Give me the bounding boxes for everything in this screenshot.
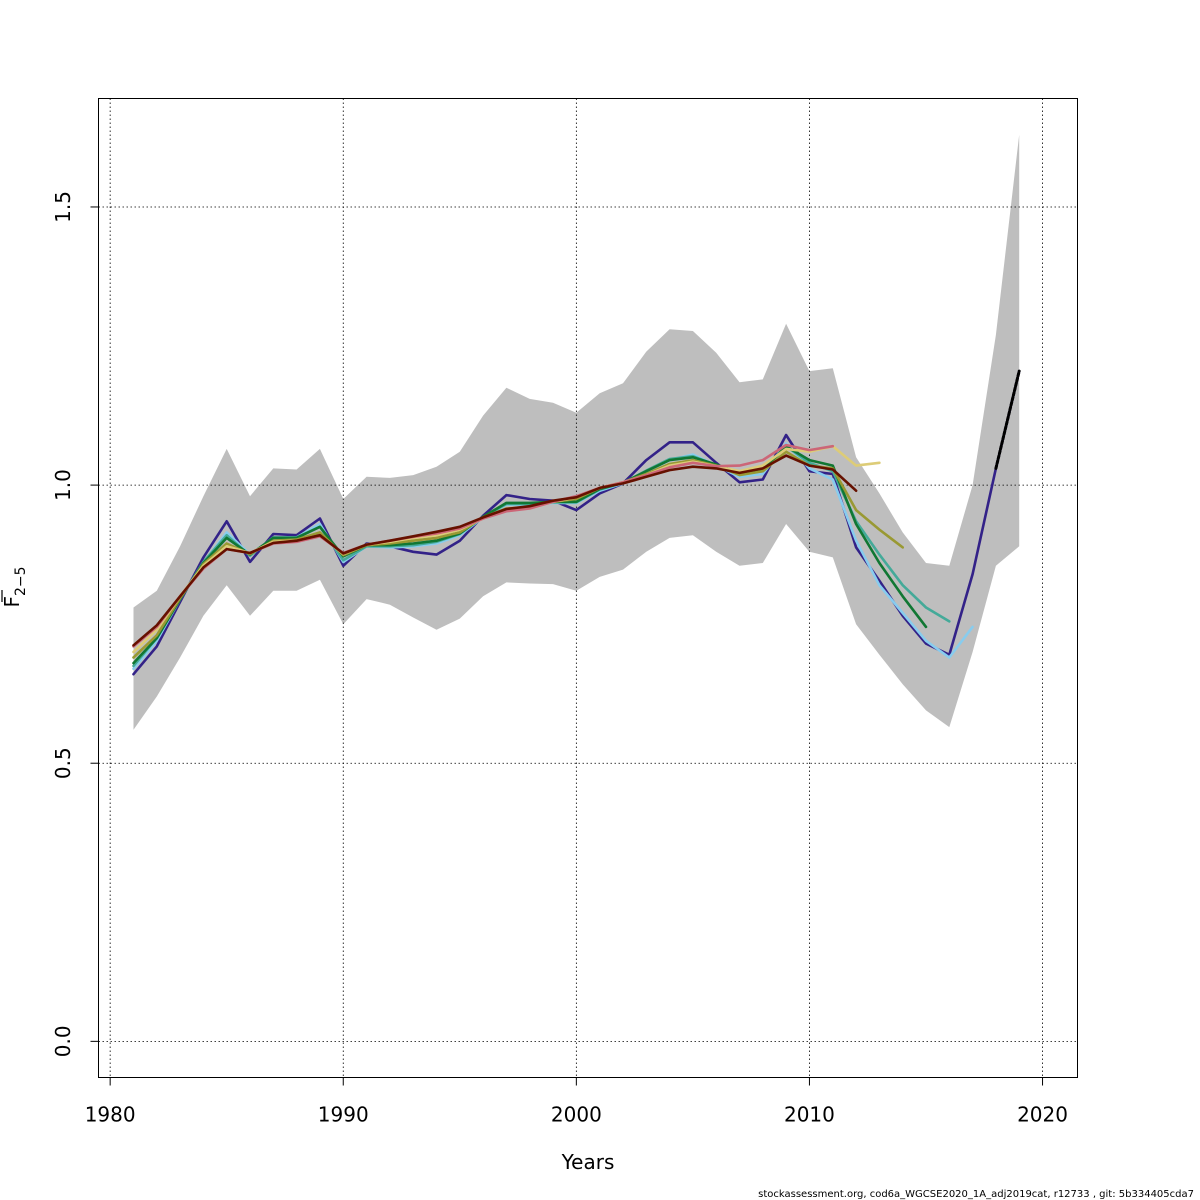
x-tick-label: 1990 (318, 1103, 369, 1127)
y-axis-label: F2−5 (0, 566, 29, 607)
y-axis: 0.0 0.5 1.0 1.5 (51, 191, 99, 1057)
series-line-9 (994, 369, 1021, 470)
x-axis: 1980 1990 2000 2010 2020 (85, 1077, 1068, 1127)
confidence-band (133, 134, 1020, 730)
x-tick-label: 2000 (551, 1103, 602, 1127)
x-tick-label: 2020 (1017, 1103, 1068, 1127)
grid-layer (98, 98, 1078, 1078)
footer-text: stockassessment.org, cod6a_WGCSE2020_1A_… (758, 1189, 1194, 1200)
y-tick-label: 0.0 (51, 1025, 75, 1057)
x-tick-label: 2010 (784, 1103, 835, 1127)
y-axis-label-subscript: 2−5 (13, 566, 29, 596)
y-axis-label-main: F (0, 596, 24, 608)
y-tick-label: 1.5 (51, 191, 75, 223)
x-tick-label: 1980 (85, 1103, 136, 1127)
series-line-8 (132, 454, 858, 647)
series-layer (132, 369, 1021, 676)
x-axis-label: Years (561, 1150, 615, 1174)
y-tick-label: 0.5 (51, 747, 75, 779)
y-tick-label: 1.0 (51, 469, 75, 501)
confidence-band-layer (133, 134, 1020, 730)
svg-text:F2−5: F2−5 (0, 566, 29, 607)
